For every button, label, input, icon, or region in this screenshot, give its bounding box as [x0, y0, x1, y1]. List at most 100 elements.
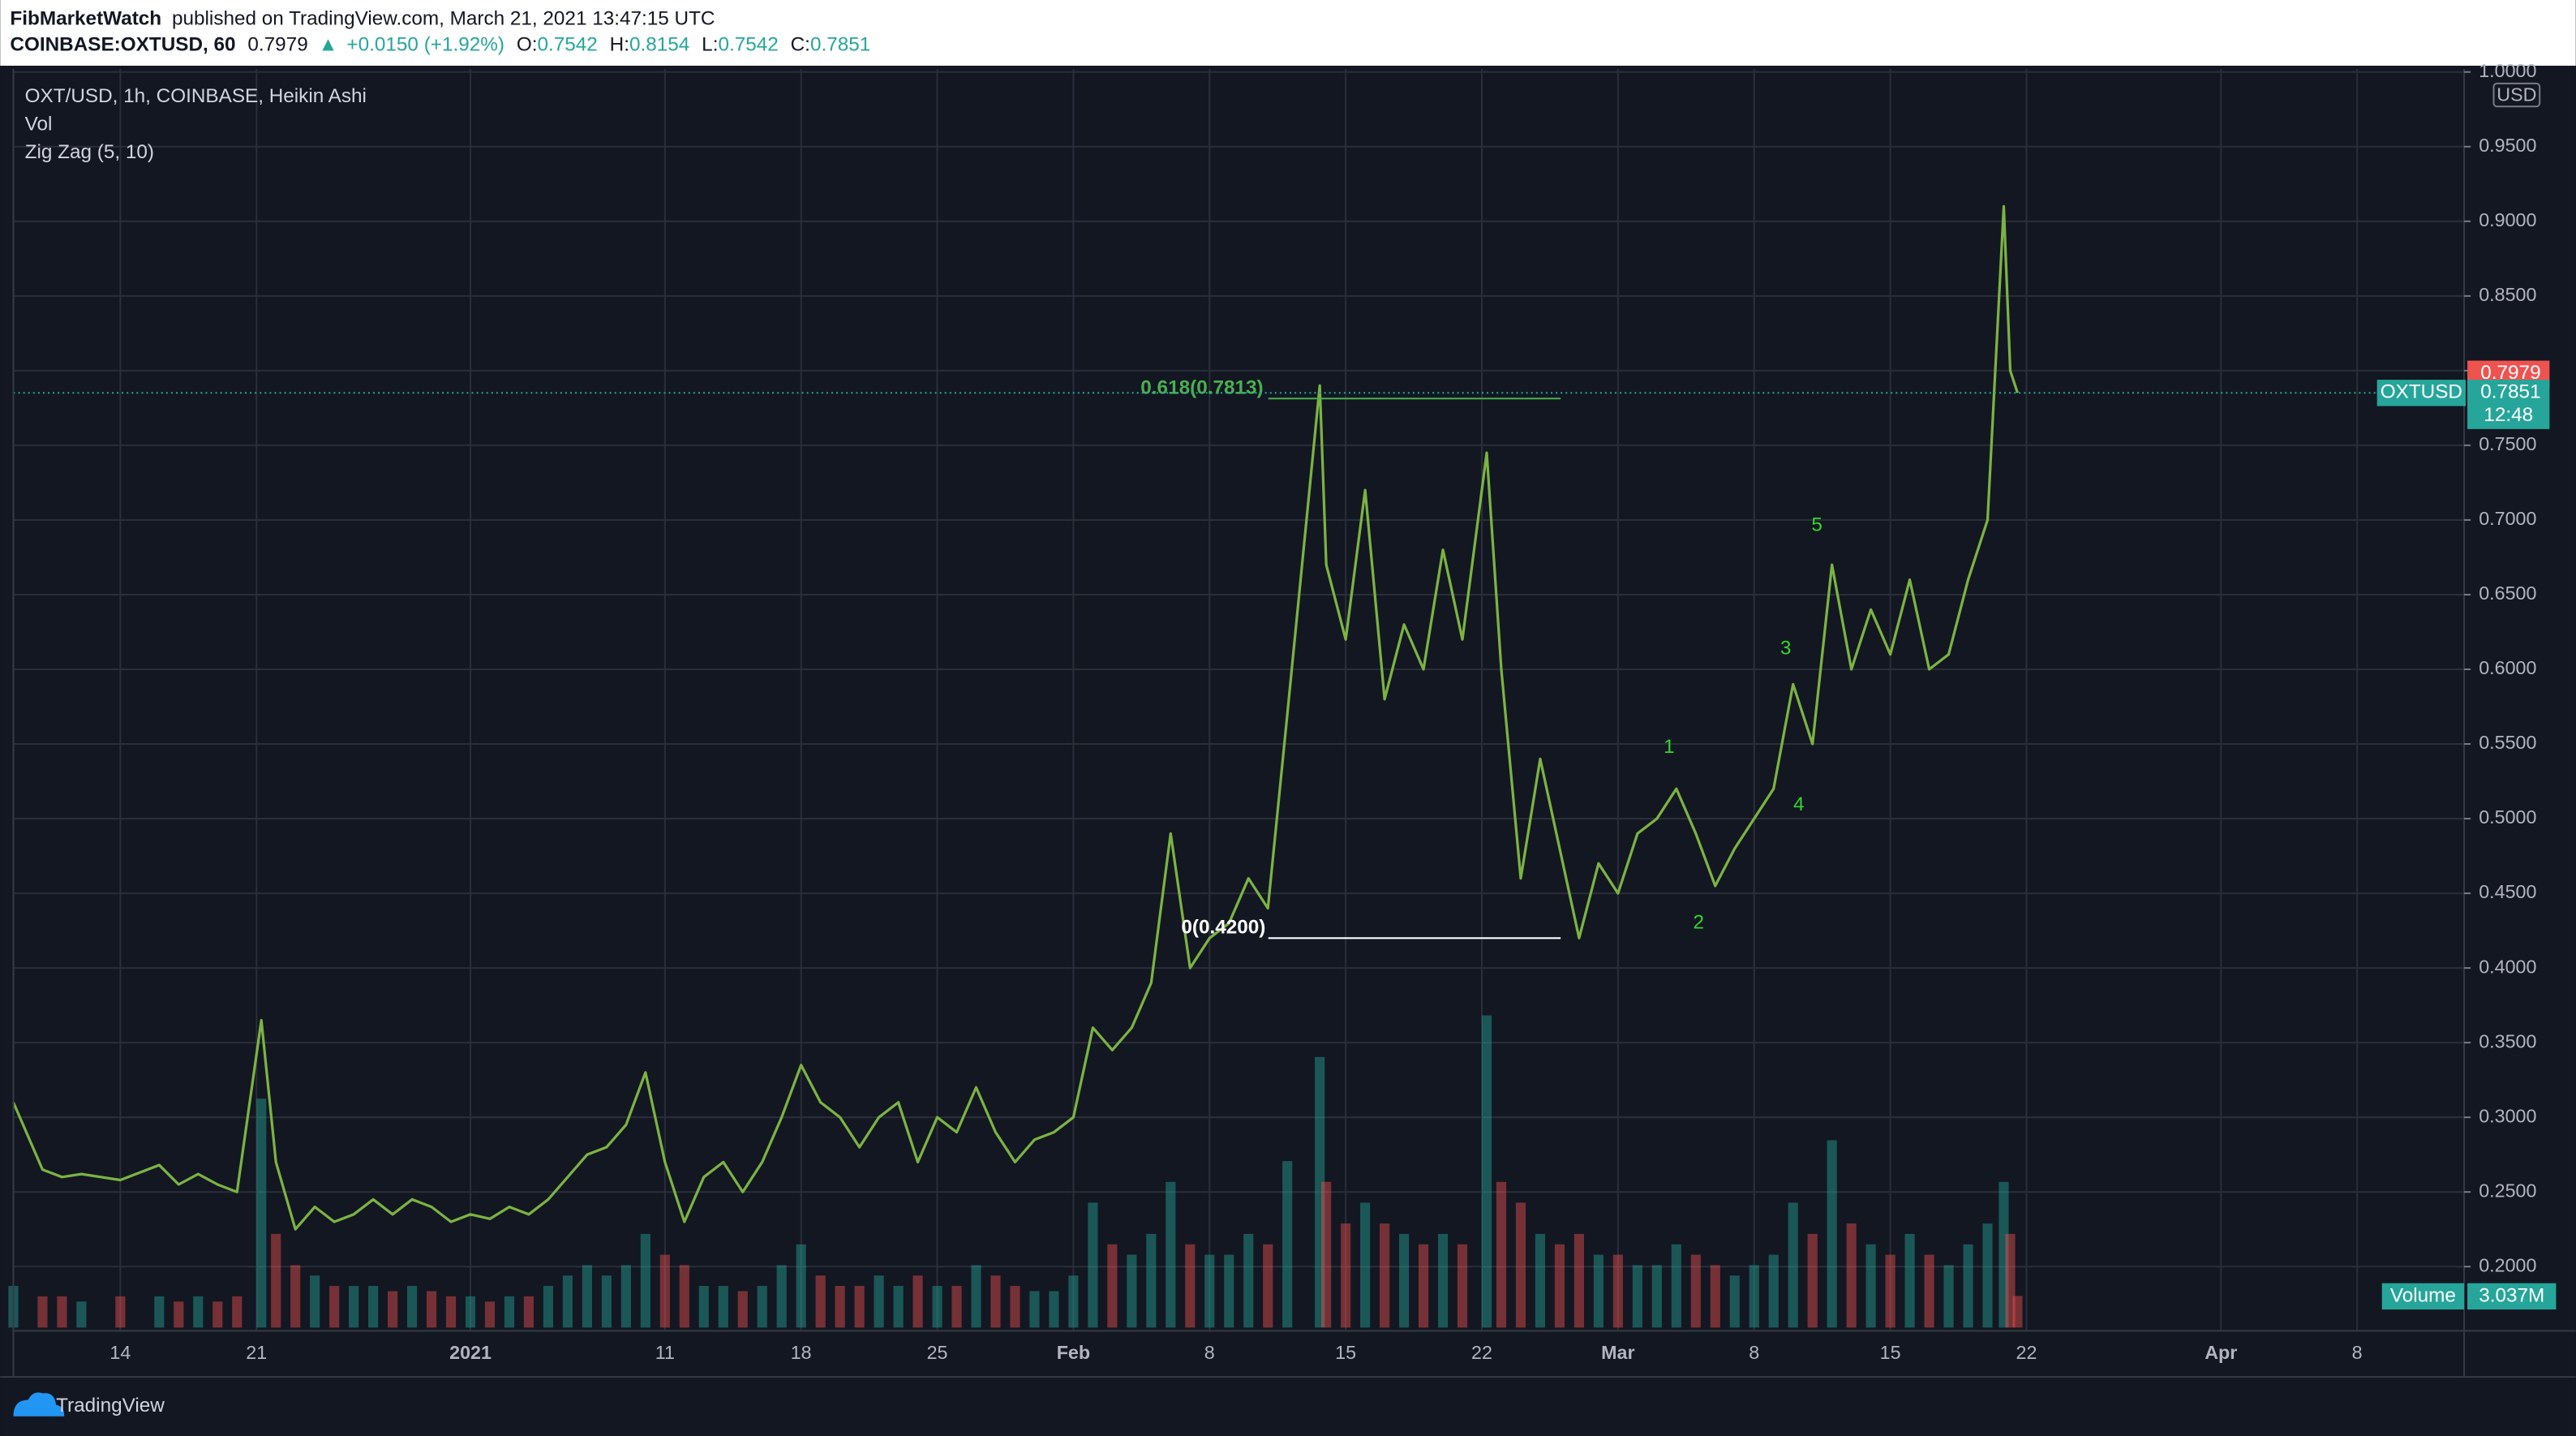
header-line-1: FibMarketWatch published on TradingView.…: [10, 8, 715, 30]
ohlc-label: L:: [702, 34, 718, 56]
volume-bar: [1457, 1244, 1468, 1328]
volume-bar: [445, 1296, 457, 1328]
ohlc-value: 0.8154: [629, 34, 689, 56]
arrow: ▲: [319, 34, 338, 56]
volume-bar: [640, 1233, 650, 1328]
volume-bar: [1204, 1254, 1215, 1328]
volume-bar: [1321, 1181, 1332, 1328]
volume-bar: [815, 1275, 826, 1328]
volume-bar: [1924, 1254, 1934, 1328]
volume-bar: [620, 1265, 631, 1328]
volume-bar: [718, 1286, 728, 1328]
wave-label: 2: [1694, 912, 1705, 934]
volume-bar: [2005, 1233, 2016, 1328]
volume-tag-label: Volume: [2390, 1284, 2456, 1306]
symbol-tag-label: OXTUSD: [2381, 381, 2462, 403]
volume-bar: [1341, 1223, 1351, 1328]
close-price-box: [2467, 380, 2550, 429]
x-tick-label: 15: [1335, 1342, 1356, 1363]
volume-bar: [912, 1275, 923, 1328]
volume-bar: [310, 1275, 320, 1328]
last-price: 0.7979: [247, 34, 307, 56]
volume-bar: [776, 1265, 787, 1328]
volume-bar: [659, 1254, 670, 1328]
volume-bar: [1049, 1291, 1059, 1328]
volume-bar: [329, 1286, 340, 1328]
volume-bar: [1846, 1223, 1857, 1328]
y-tick-label: 0.9500: [2479, 135, 2536, 156]
x-tick-label: Feb: [1057, 1342, 1090, 1363]
volume-bar: [271, 1233, 281, 1328]
volume-bar: [1224, 1254, 1234, 1328]
volume-bar: [388, 1291, 398, 1328]
volume-bar: [115, 1296, 126, 1328]
x-tick-label: 15: [1880, 1342, 1901, 1363]
volume-bar: [1574, 1233, 1584, 1328]
volume-bar: [796, 1244, 806, 1328]
volume-bar: [1068, 1275, 1079, 1328]
volume-bar: [232, 1296, 243, 1328]
volume-bar: [1481, 1015, 1492, 1328]
volume-bar: [1360, 1202, 1371, 1328]
wave-label: 3: [1780, 637, 1792, 659]
volume-bar: [1166, 1181, 1176, 1328]
price-line: [11, 204, 2019, 1231]
symbol-tag: [2376, 380, 2467, 406]
x-tick-label: 22: [2016, 1342, 2037, 1363]
y-tick-label: 0.2000: [2479, 1254, 2536, 1275]
y-tick-label: 0.8500: [2479, 284, 2536, 305]
volume-bar: [1963, 1244, 1973, 1328]
volume-bar: [2012, 1296, 2023, 1328]
volume-bar: [193, 1296, 204, 1328]
volume-bar: [990, 1275, 1001, 1328]
volume-bar: [835, 1286, 845, 1328]
volume-tag: [2381, 1283, 2465, 1310]
volume-bar: [349, 1286, 359, 1328]
volume-bar: [1515, 1202, 1526, 1328]
volume-bar: [1710, 1265, 1720, 1328]
volume-bar: [1399, 1233, 1410, 1328]
fib-label: 0(0.4200): [1181, 917, 1265, 939]
volume-bar: [1999, 1181, 2009, 1328]
volume-bar: [213, 1301, 223, 1328]
y-tick-label: 0.9000: [2479, 209, 2536, 230]
volume-bar: [757, 1286, 767, 1328]
ohlc-value: 0.7851: [810, 34, 870, 56]
volume-bar: [1807, 1233, 1818, 1328]
x-tick-label: 8: [2352, 1342, 2363, 1363]
ohlc-label: H:: [610, 34, 629, 56]
change: +0.0150 (+1.92%): [346, 34, 504, 56]
volume-bar: [951, 1286, 962, 1328]
volume-bar: [1904, 1233, 1915, 1328]
x-tick-label: 18: [791, 1342, 812, 1363]
volume-pane: [8, 1015, 2023, 1328]
volume-bar: [582, 1265, 592, 1328]
volume-bar: [1651, 1265, 1662, 1328]
volume-bar: [1768, 1254, 1779, 1328]
logo-icon: [13, 1392, 65, 1417]
x-tick-label: 11: [655, 1342, 675, 1363]
volume-bar: [1146, 1233, 1157, 1328]
legend-zigzag: Zig Zag (5, 10): [25, 141, 154, 163]
close-price-label: 0.7851: [2480, 381, 2540, 403]
volume-bar: [543, 1286, 554, 1328]
volume-bar: [256, 1098, 267, 1328]
legend-symbol: OXT/USD, 1h, COINBASE, Heikin Ashi: [25, 85, 367, 107]
ohlc-label: O:: [517, 34, 538, 56]
x-tick-label: 14: [109, 1342, 131, 1363]
wave-label: 5: [1811, 514, 1823, 535]
volume-bar: [1029, 1291, 1040, 1328]
volume-bar: [1749, 1265, 1759, 1328]
volume-bar: [1982, 1223, 1993, 1328]
volume-bar: [679, 1265, 689, 1328]
volume-bar: [1671, 1244, 1681, 1328]
volume-bar: [504, 1296, 515, 1328]
volume-bar: [1827, 1140, 1837, 1328]
volume-bar: [1496, 1181, 1507, 1328]
y-tick-label: 0.5500: [2479, 732, 2536, 753]
volume-bar: [698, 1286, 709, 1328]
volume-bar: [1282, 1161, 1293, 1328]
volume-bar: [57, 1296, 67, 1328]
volume-bar: [1437, 1233, 1449, 1328]
volume-bar: [290, 1265, 301, 1328]
